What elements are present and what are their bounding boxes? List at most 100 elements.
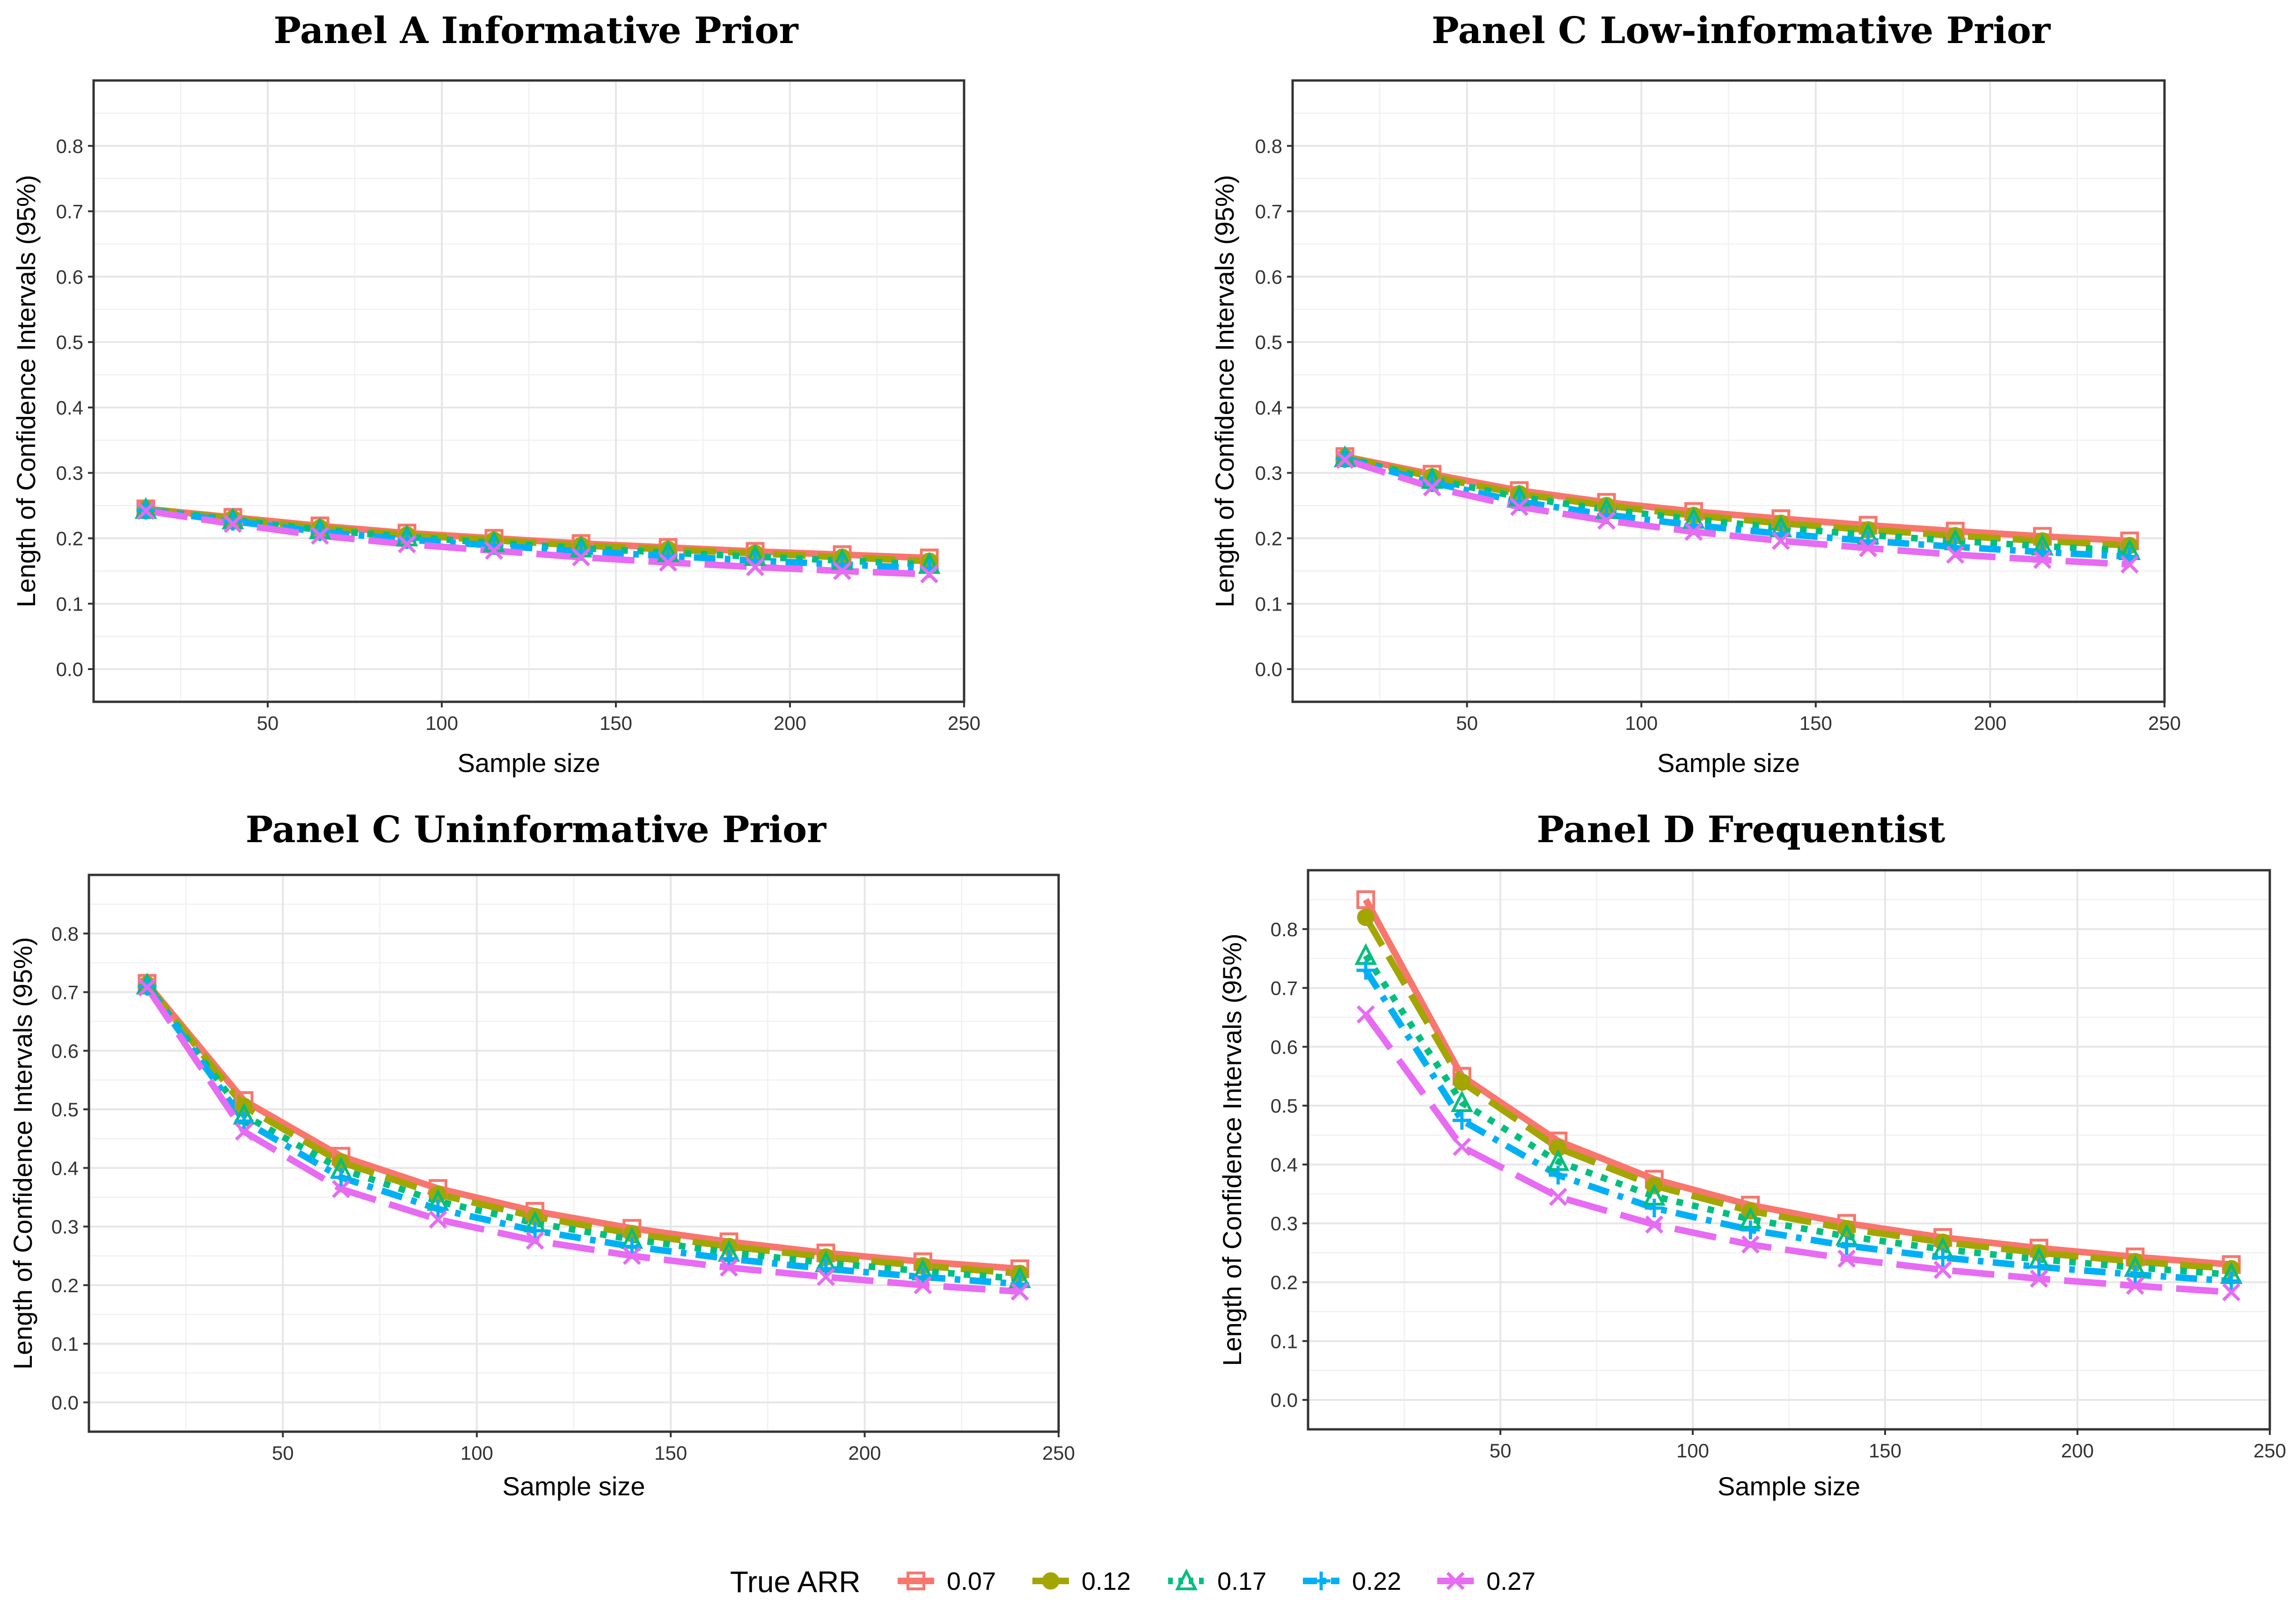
x-axis-title: Sample size	[502, 1471, 645, 1501]
y-tick-label: 0.6	[1271, 1036, 1298, 1058]
data-point	[1450, 1090, 1473, 1112]
data-point	[1356, 961, 1375, 980]
y-tick-label: 0.7	[56, 201, 83, 223]
chart-panel-4: 0.0 0.1 0.2 0.3 0.4 0.5 0.6 0.7 0.8 50 100 150 200 25…	[1217, 808, 2286, 1501]
y-tick-label: 0.4	[1271, 1154, 1298, 1176]
data-point	[2126, 1265, 2145, 1284]
data-point	[1549, 1187, 1567, 1206]
data-point	[2121, 555, 2139, 574]
data-point	[1336, 451, 1354, 469]
x-tick-label: 200	[848, 1442, 881, 1464]
data-point	[1549, 1139, 1567, 1157]
legend-key-marker	[1446, 1572, 1465, 1590]
data-point	[2033, 551, 2052, 569]
series-markers-0.22	[1356, 961, 2241, 1291]
series-line-0.27	[145, 507, 929, 578]
y-tick-label: 0.8	[56, 135, 83, 157]
data-point	[1453, 1137, 1471, 1156]
legend-label: 0.07	[947, 1567, 996, 1595]
panel-title: Panel C Uninformative Prior	[246, 808, 826, 851]
series-line-0.17	[1344, 454, 2130, 554]
data-point	[920, 565, 939, 583]
data-point	[572, 548, 591, 567]
data-point	[223, 512, 242, 531]
plot-border	[92, 79, 965, 703]
data-point	[429, 1210, 447, 1229]
legend-label: 0.27	[1486, 1567, 1536, 1595]
x-axis-title: Sample size	[457, 748, 600, 778]
x-tick-label: 100	[461, 1442, 493, 1464]
y-tick-label: 0.1	[56, 593, 83, 615]
data-point	[332, 1179, 351, 1198]
series-line-0.12	[1344, 454, 2130, 549]
data-point	[1946, 545, 1965, 564]
data-point	[1771, 531, 1790, 550]
y-tick-label: 0.3	[56, 462, 83, 484]
data-point	[2030, 1269, 2048, 1288]
data-point	[914, 1276, 932, 1295]
data-point	[1357, 909, 1375, 926]
data-point	[1684, 523, 1703, 541]
chart-panel-3: 0.0 0.1 0.2 0.3 0.4 0.5 0.6 0.7 0.8 50 100 150 200 25…	[8, 808, 1075, 1501]
data-point	[2222, 1283, 2241, 1302]
y-tick-label: 0.0	[1255, 658, 1282, 680]
x-tick-label: 200	[1974, 712, 2006, 734]
y-tick-label: 0.2	[1271, 1272, 1298, 1294]
y-tick-label: 0.1	[1271, 1330, 1298, 1352]
chart-panel-2: 0.0 0.1 0.2 0.3 0.4 0.5 0.6 0.7 0.8 50 100 150 200 25…	[1210, 9, 2181, 778]
data-point	[1645, 1215, 1664, 1234]
data-point	[1453, 1073, 1471, 1091]
y-tick-label: 0.2	[51, 1274, 79, 1296]
y-tick-label: 0.6	[1255, 266, 1282, 288]
data-point	[1510, 497, 1528, 516]
data-point	[138, 978, 156, 997]
x-tick-label: 250	[2253, 1440, 2286, 1462]
series-line-0.17	[1363, 954, 2232, 1278]
panel-title: Panel C Low-informative Prior	[1432, 9, 2051, 52]
data-point	[1452, 1111, 1471, 1130]
series-line-0.17	[145, 506, 929, 568]
legend-item-0.12: 0.12	[1032, 1567, 1131, 1595]
data-point	[659, 553, 678, 572]
series-line-0.12	[1363, 916, 2232, 1272]
series-line-0.07	[144, 981, 1020, 1272]
data-point	[1645, 1199, 1664, 1218]
series-markers-0.27	[137, 502, 939, 583]
data-point	[746, 558, 765, 576]
series-line-0.22	[1363, 968, 2232, 1284]
y-axis-title: Length of Confidence Intervals (95%)	[11, 175, 41, 608]
legend-item-0.17: 0.17	[1168, 1567, 1266, 1595]
series-line-0.22	[145, 507, 929, 572]
y-tick-label: 0.2	[1255, 528, 1282, 550]
x-tick-label: 200	[2061, 1440, 2094, 1462]
x-axis-title: Sample size	[1718, 1471, 1860, 1501]
legend-title: True ARR	[730, 1565, 861, 1599]
x-tick-label: 150	[1869, 1440, 1901, 1462]
data-point	[1549, 1165, 1568, 1185]
panel-title: Panel D Frequentist	[1537, 808, 1945, 851]
data-point	[833, 561, 852, 580]
y-tick-label: 0.1	[1255, 593, 1282, 615]
y-tick-label: 0.5	[1255, 331, 1282, 353]
data-point	[1010, 1282, 1029, 1301]
data-point	[526, 1231, 544, 1250]
legend-item-0.07: 0.07	[898, 1567, 996, 1595]
data-point	[2029, 1257, 2048, 1276]
y-tick-label: 0.5	[51, 1099, 79, 1121]
y-axis-title: Length of Confidence Intervals (95%)	[8, 937, 37, 1370]
data-point	[311, 526, 329, 545]
x-tick-label: 50	[1490, 1440, 1512, 1462]
plot-border	[1307, 869, 2271, 1431]
series-line-0.12	[144, 982, 1020, 1277]
y-tick-label: 0.4	[56, 397, 83, 419]
y-tick-label: 0.5	[1271, 1095, 1298, 1117]
x-tick-label: 150	[1799, 712, 1832, 734]
data-point	[1597, 511, 1616, 530]
legend-key-marker	[1312, 1572, 1331, 1590]
data-point	[1859, 539, 1878, 557]
series-markers-0.27	[1356, 1005, 2241, 1302]
series-line-0.07	[1363, 898, 2232, 1268]
legend-key-marker	[1175, 1568, 1198, 1590]
data-point	[1356, 1005, 1375, 1024]
series-markers-0.27	[1336, 451, 2139, 574]
